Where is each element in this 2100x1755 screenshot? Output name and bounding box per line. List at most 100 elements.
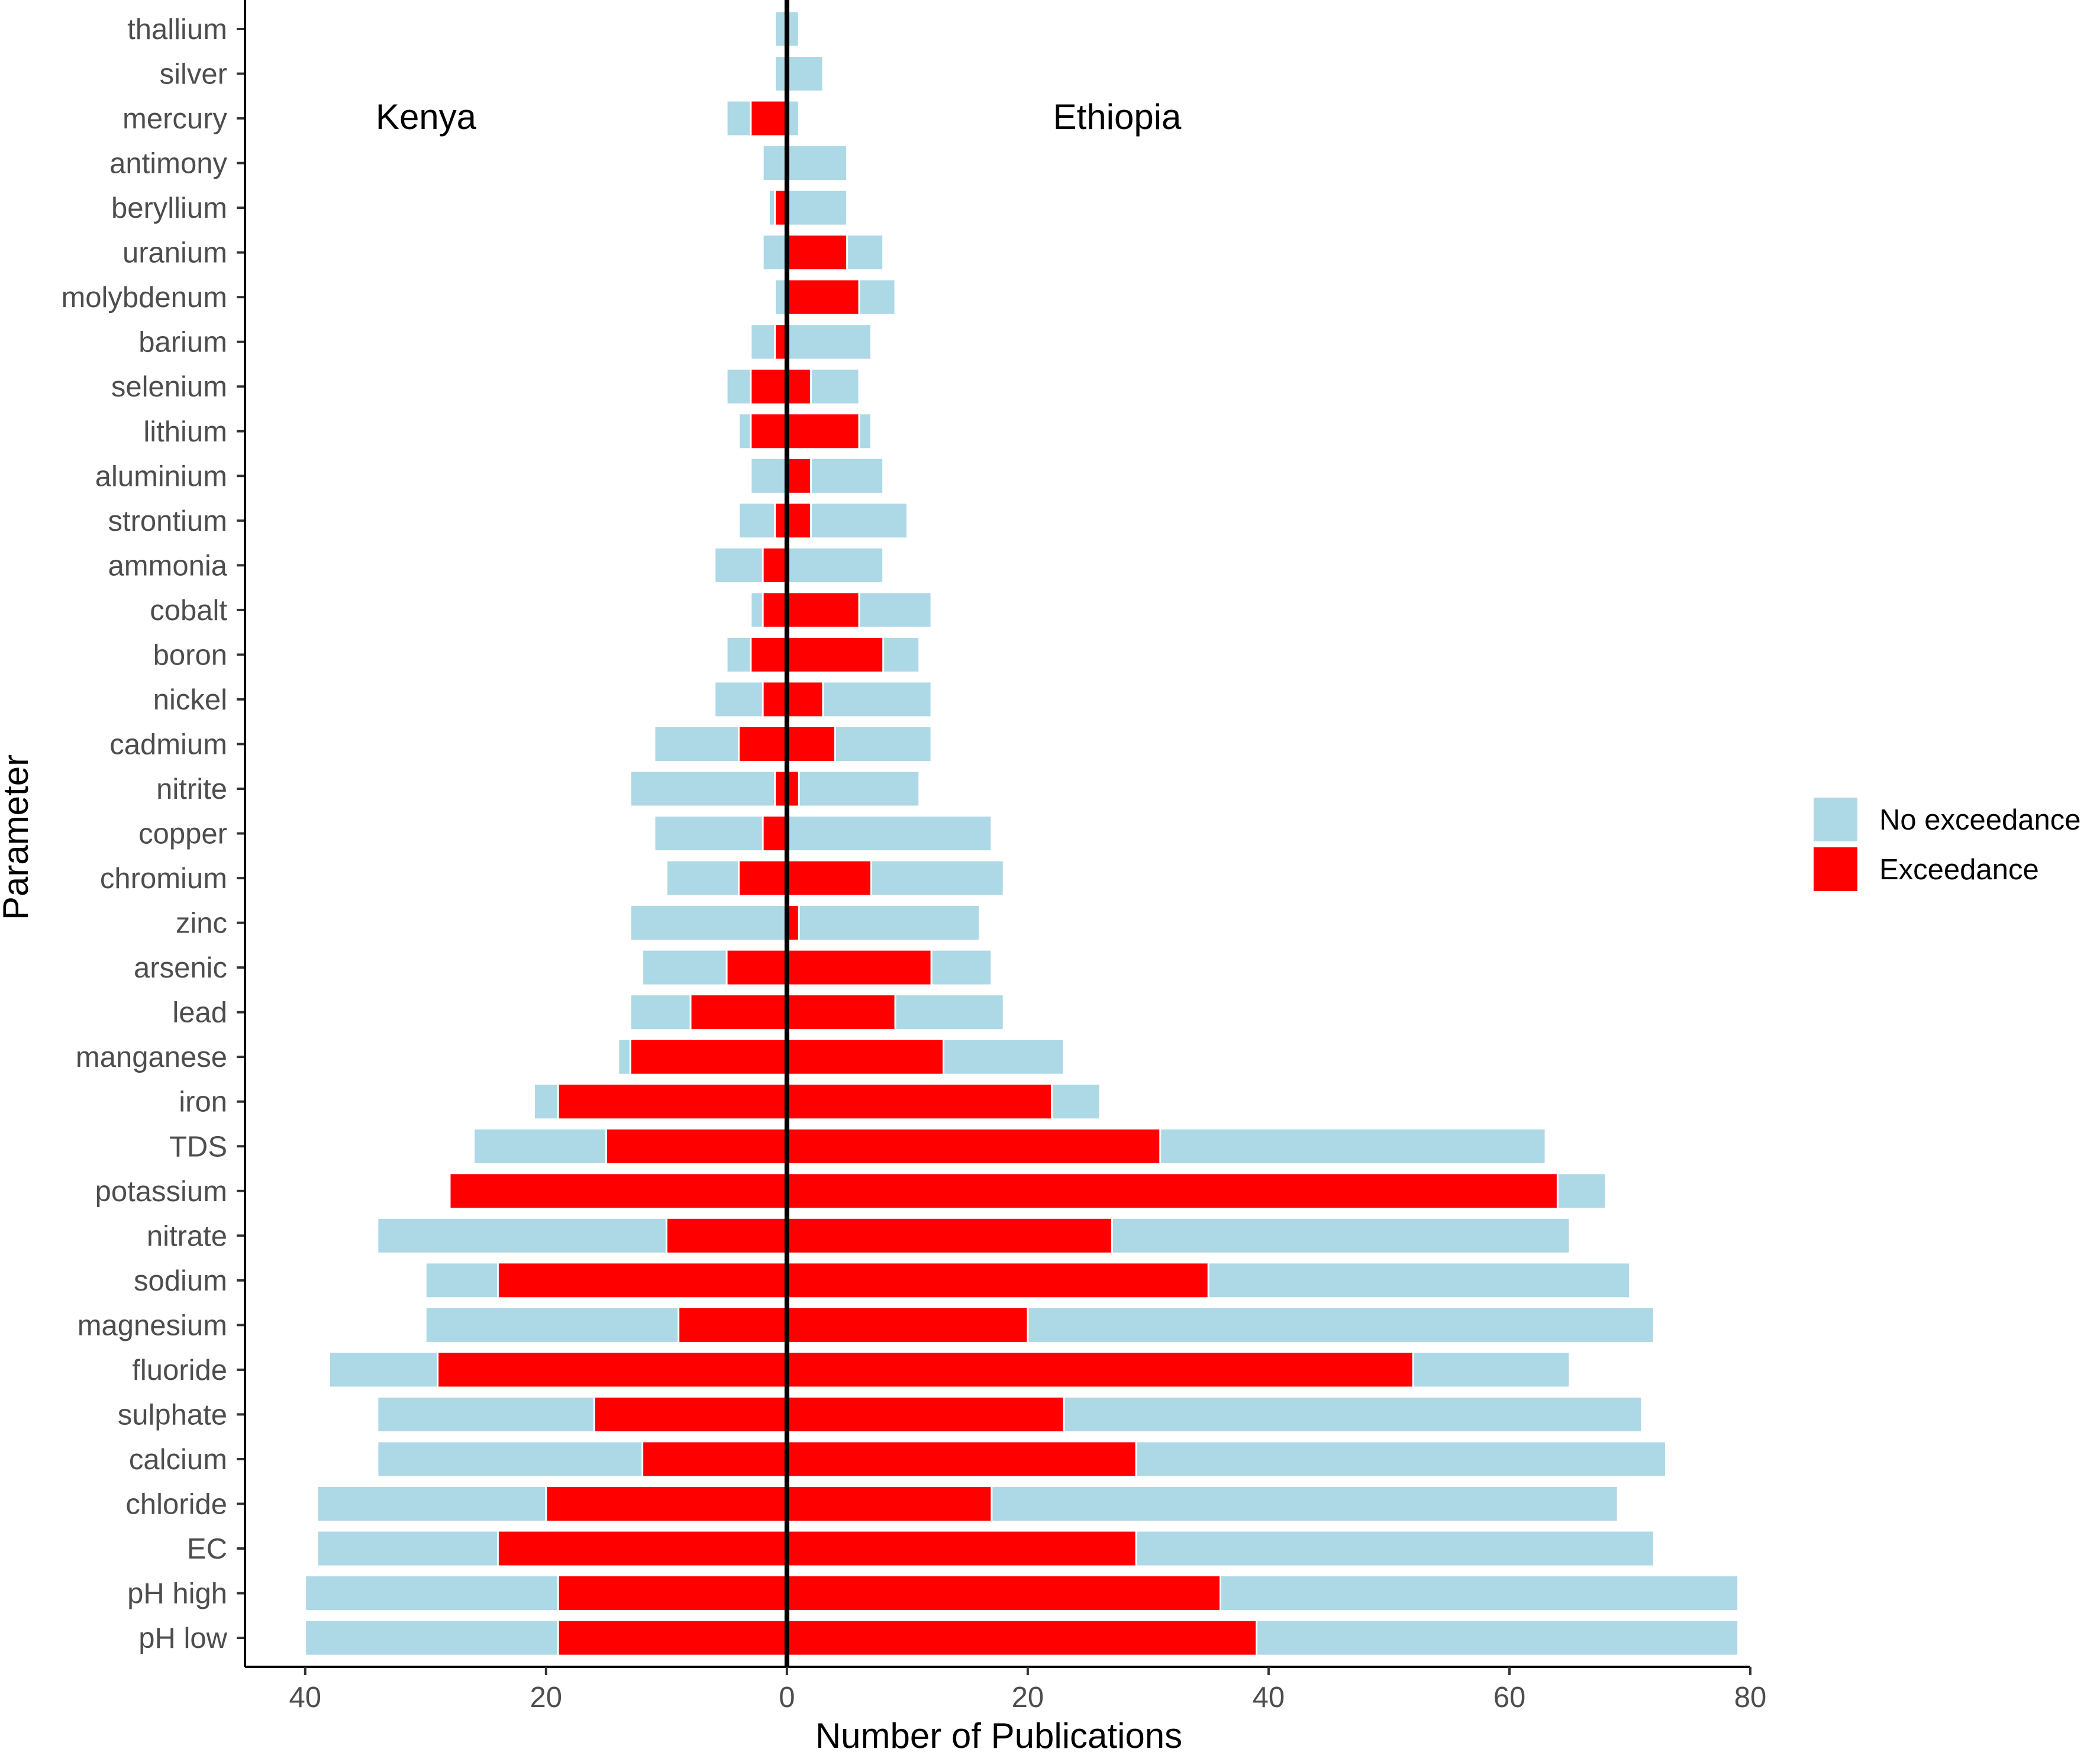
country-label-ethiopia: Ethiopia (1053, 97, 1182, 137)
bar-kenya-exceedance-chromium (737, 859, 788, 897)
bar-kenya-exceedance-nickel (762, 680, 788, 718)
bar-ethiopia-exceedance-ph-high (786, 1575, 1222, 1612)
bar-kenya-exceedance-mercury (750, 99, 788, 137)
x-tick-label-0: 40 (289, 1682, 322, 1714)
y-tick-label-ammonia: ammonia (108, 550, 227, 582)
bar-kenya-exceedance-ec (496, 1530, 788, 1567)
bar-ethiopia-exceedance-cobalt (786, 591, 860, 629)
bar-ethiopia-exceedance-manganese (786, 1038, 944, 1076)
bar-ethiopia-exceedance-selenium (786, 367, 812, 405)
bar-ethiopia-no-exceedance-copper (786, 815, 993, 853)
bar-kenya-no-exceedance-nitrite (629, 770, 788, 808)
bar-kenya-exceedance-cadmium (737, 725, 788, 763)
y-tick-label-calcium: calcium (129, 1444, 227, 1476)
y-tick-label-ph-high: pH high (127, 1578, 227, 1610)
bar-kenya-exceedance-calcium (641, 1440, 788, 1478)
x-tick-label-2: 0 (779, 1682, 795, 1714)
bar-kenya-exceedance-manganese (629, 1038, 788, 1076)
y-axis-title: Parameter (0, 754, 36, 920)
bar-ethiopia-exceedance-sulphate (786, 1395, 1065, 1433)
bar-kenya-exceedance-selenium (750, 367, 788, 405)
bar-kenya-exceedance-tds (605, 1127, 788, 1165)
y-tick-label-selenium: selenium (111, 371, 227, 403)
legend-swatch-no-exceedance (1814, 798, 1857, 841)
y-tick-label-molybdenum: molybdenum (61, 282, 227, 314)
bar-kenya-no-exceedance-zinc (629, 904, 788, 942)
x-tick-label-3: 20 (1012, 1682, 1044, 1714)
y-tick-label-copper: copper (138, 818, 227, 850)
bar-ethiopia-no-exceedance-nitrite (786, 770, 921, 808)
y-tick-label-mercury: mercury (122, 103, 227, 135)
bar-ethiopia-exceedance-chloride (786, 1485, 993, 1522)
y-tick-label-silver: silver (160, 59, 227, 91)
y-tick-label-fluoride: fluoride (132, 1354, 227, 1386)
bar-kenya-exceedance-ph-low (557, 1619, 788, 1657)
bar-ethiopia-exceedance-iron (786, 1083, 1053, 1121)
bar-kenya-exceedance-sodium (496, 1262, 788, 1299)
y-tick-label-potassium: potassium (95, 1176, 227, 1208)
y-tick-label-barium: barium (138, 327, 227, 359)
bar-ethiopia-exceedance-ec (786, 1530, 1137, 1567)
bar-ethiopia-no-exceedance-ammonia (786, 546, 885, 584)
y-tick-label-aluminium: aluminium (95, 460, 227, 492)
y-tick-label-cobalt: cobalt (150, 595, 227, 627)
bar-kenya-exceedance-boron (750, 635, 788, 673)
bar-ethiopia-exceedance-nitrate (786, 1217, 1113, 1254)
bar-kenya-exceedance-iron (557, 1083, 788, 1121)
y-tick-label-cadmium: cadmium (109, 728, 227, 760)
bar-kenya-exceedance-cobalt (762, 591, 788, 629)
bar-ethiopia-no-exceedance-antimony (786, 144, 849, 182)
bar-kenya-exceedance-sulphate (593, 1395, 788, 1433)
y-tick-label-uranium: uranium (122, 237, 227, 269)
bar-ethiopia-exceedance-strontium (786, 502, 812, 540)
bar-kenya-exceedance-fluoride (437, 1351, 788, 1389)
bar-ethiopia-exceedance-magnesium (786, 1306, 1029, 1344)
bar-kenya-exceedance-chloride (545, 1485, 788, 1522)
bar-kenya-exceedance-arsenic (725, 949, 788, 986)
y-tick-label-sulphate: sulphate (118, 1399, 227, 1431)
bar-ethiopia-exceedance-cadmium (786, 725, 836, 763)
bar-kenya-no-exceedance-uranium (762, 234, 788, 272)
y-tick-label-beryllium: beryllium (111, 192, 227, 224)
bar-kenya-no-exceedance-antimony (762, 144, 788, 182)
y-tick-label-nitrite: nitrite (156, 773, 227, 805)
x-tick-label-1: 20 (530, 1682, 563, 1714)
bar-ethiopia-exceedance-fluoride (786, 1351, 1414, 1389)
y-tick-label-arsenic: arsenic (134, 952, 227, 984)
y-tick-label-sodium: sodium (134, 1265, 227, 1297)
bar-kenya-exceedance-ph-high (557, 1575, 788, 1612)
bar-kenya-exceedance-lead (689, 993, 788, 1031)
bar-ethiopia-exceedance-calcium (786, 1440, 1137, 1478)
legend-label-exceedance: Exceedance (1879, 854, 2039, 886)
bar-ethiopia-exceedance-nickel (786, 680, 824, 718)
bar-ethiopia-exceedance-sodium (786, 1262, 1209, 1299)
bar-ethiopia-exceedance-tds (786, 1127, 1162, 1165)
bar-ethiopia-exceedance-ph-low (786, 1619, 1258, 1657)
bar-ethiopia-no-exceedance-beryllium (786, 189, 849, 227)
y-tick-label-manganese: manganese (76, 1041, 227, 1073)
x-axis-title: Number of Publications (815, 1716, 1182, 1755)
country-label-kenya: Kenya (376, 97, 477, 137)
x-tick-label-5: 60 (1493, 1682, 1526, 1714)
bar-ethiopia-no-exceedance-zinc (786, 904, 980, 942)
x-tick-label-6: 80 (1734, 1682, 1767, 1714)
bar-kenya-exceedance-ammonia (762, 546, 788, 584)
bar-ethiopia-exceedance-boron (786, 635, 885, 673)
bar-ethiopia-no-exceedance-silver (786, 55, 824, 93)
bar-kenya-exceedance-magnesium (678, 1306, 788, 1344)
y-tick-label-chromium: chromium (100, 863, 227, 895)
y-tick-label-chloride: chloride (125, 1488, 227, 1520)
y-tick-label-nickel: nickel (153, 684, 227, 716)
y-tick-label-lithium: lithium (143, 416, 227, 448)
legend-swatch-exceedance (1814, 847, 1857, 891)
y-tick-label-lead: lead (172, 997, 227, 1029)
legend-label-no-exceedance: No exceedance (1879, 804, 2081, 836)
y-tick-label-magnesium: magnesium (78, 1309, 227, 1341)
y-tick-label-tds: TDS (169, 1131, 227, 1163)
x-tick-label-4: 40 (1253, 1682, 1285, 1714)
y-tick-label-ec: EC (187, 1533, 227, 1565)
bar-ethiopia-no-exceedance-barium (786, 323, 872, 361)
bar-ethiopia-exceedance-chromium (786, 859, 872, 897)
bar-kenya-exceedance-copper (762, 815, 788, 853)
